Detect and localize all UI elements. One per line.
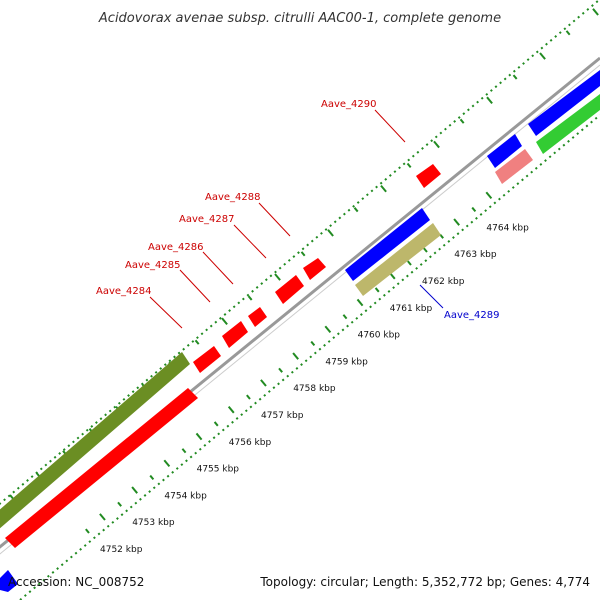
kbp-label: 4760 kbp (358, 331, 401, 341)
gene-feature-green[interactable] (536, 94, 600, 154)
leader-aave-4285 (179, 269, 211, 303)
outer-tick (380, 184, 387, 193)
leader-aave-4286 (202, 251, 234, 285)
inner-major-tick (99, 513, 106, 521)
leader-aave-4289 (419, 284, 444, 309)
inner-minor-tick (471, 206, 477, 213)
gene-feature-aave-4289[interactable] (355, 223, 441, 296)
gene-feature-blue-3[interactable] (528, 70, 600, 136)
label-aave-4285[interactable]: Aave_4285 (125, 260, 181, 271)
gene-feature-aave-4286[interactable] (248, 307, 267, 327)
inner-minor-tick (374, 287, 380, 293)
kbp-label: 4764 kbp (486, 223, 529, 233)
gene-feature-aave-4284[interactable] (193, 346, 221, 373)
inner-minor-tick (213, 421, 219, 427)
gene-feature-blue-1[interactable] (345, 208, 430, 281)
inner-major-tick (324, 325, 332, 334)
label-aave-4289[interactable]: Aave_4289 (444, 310, 500, 321)
inner-minor-tick (149, 474, 155, 481)
inner-minor-tick (310, 340, 316, 347)
label-aave-4290[interactable]: Aave_4290 (321, 99, 377, 110)
outer-tick (327, 229, 334, 237)
inner-major-tick (195, 432, 203, 441)
genome-summary-text: Topology: circular; Length: 5,352,772 bp… (259, 575, 590, 589)
gene-feature-aave-4287[interactable] (275, 275, 304, 304)
outer-tick (459, 118, 465, 124)
gene-feature-aave-4290[interactable] (416, 164, 441, 188)
kbp-label: 4762 kbp (422, 277, 465, 287)
kbp-label: 4761 kbp (390, 304, 433, 314)
label-aave-4288[interactable]: Aave_4288 (205, 192, 261, 203)
kbp-label: 4754 kbp (164, 491, 207, 501)
leader-aave-4290 (374, 109, 406, 143)
kbp-label: 4759 kbp (325, 357, 368, 367)
label-aave-4284[interactable]: Aave_4284 (96, 286, 152, 297)
tick-marks (9, 8, 599, 534)
outer-tick (565, 30, 571, 36)
accession-text: Accession: NC_008752 (8, 575, 144, 589)
gene-feature-olive-band[interactable] (0, 352, 190, 530)
kbp-label: 4753 kbp (132, 518, 175, 528)
outer-tick (194, 339, 200, 345)
kbp-label: 4757 kbp (261, 411, 304, 421)
outer-tick (406, 162, 412, 168)
inner-ring-dotted-line (19, 114, 600, 600)
gene-feature-pink[interactable] (495, 149, 533, 184)
outer-tick-ring (0, 0, 600, 505)
outer-tick (486, 96, 493, 104)
outer-ring-dotted-line (0, 0, 600, 505)
label-aave-4286[interactable]: Aave_4286 (148, 242, 204, 253)
gene-labels: Aave_4284 Aave_4285 Aave_4286 Aave_4287 … (96, 99, 500, 321)
outer-tick (247, 295, 253, 301)
inner-major-tick (260, 379, 267, 387)
label-aave-4287[interactable]: Aave_4287 (179, 214, 235, 225)
kbp-label: 4755 kbp (197, 465, 240, 475)
inner-major-tick (453, 218, 460, 226)
outer-tick (221, 317, 228, 325)
outer-tick (274, 273, 281, 281)
inner-major-tick (356, 298, 364, 307)
outer-tick (512, 74, 518, 80)
outer-tick (539, 52, 546, 60)
leader-aave-4288 (258, 202, 291, 237)
leader-aave-4287 (233, 224, 267, 259)
inner-minor-tick (246, 394, 251, 400)
gene-feature-blue-corner[interactable] (0, 570, 18, 592)
kbp-label: 4763 kbp (454, 250, 497, 260)
inner-major-tick (292, 352, 299, 360)
gene-feature-red-band[interactable] (5, 388, 198, 548)
gene-feature-aave-4288[interactable] (303, 258, 326, 280)
inner-major-tick (227, 406, 235, 414)
inner-minor-tick (85, 528, 90, 534)
inner-minor-tick (278, 367, 283, 373)
inner-minor-tick (407, 260, 412, 266)
inner-minor-tick (181, 448, 187, 454)
kbp-label: 4756 kbp (229, 438, 272, 448)
label-leader-lines (149, 109, 444, 329)
outer-tick (300, 251, 306, 257)
inner-major-tick (131, 486, 138, 494)
leader-aave-4284 (149, 296, 183, 329)
outer-tick (592, 8, 599, 16)
inner-major-tick (163, 459, 171, 468)
kbp-label: 4752 kbp (100, 545, 143, 555)
gene-features (0, 70, 600, 592)
inner-tick-ring (19, 114, 600, 600)
outer-tick (433, 140, 440, 149)
inner-minor-tick (342, 314, 348, 320)
kbp-labels: 4752 kbp 4753 kbp 4754 kbp 4755 kbp 4756 kbp… (100, 223, 529, 555)
kbp-label: 4758 kbp (293, 384, 336, 394)
inner-major-tick (485, 191, 493, 200)
inner-minor-tick (117, 501, 122, 507)
map-title: Acidovorax avenae subsp. citrulli AAC00-… (98, 11, 501, 26)
gene-feature-aave-4285[interactable] (222, 321, 248, 348)
outer-tick (353, 207, 359, 213)
gene-feature-blue-2[interactable] (487, 134, 522, 168)
